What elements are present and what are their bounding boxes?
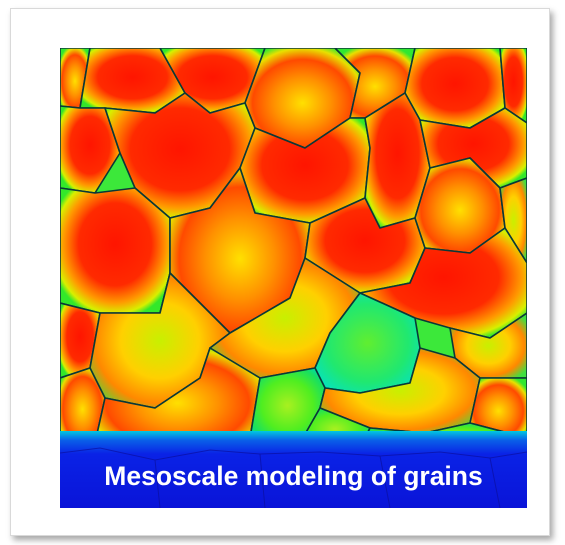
grain-cells	[60, 48, 527, 451]
grain-simulation-image: Mesoscale modeling of grains	[60, 48, 527, 508]
grain-map	[60, 48, 527, 508]
grain-cell	[359, 227, 527, 339]
grain-cell	[499, 177, 527, 264]
grain-cell	[499, 48, 527, 124]
grain-cell	[469, 377, 527, 439]
substrate-region	[60, 431, 527, 508]
grain-cell	[60, 187, 171, 314]
image-caption: Mesoscale modeling of grains	[104, 461, 483, 491]
substrate-grain-boundaries	[60, 447, 527, 508]
